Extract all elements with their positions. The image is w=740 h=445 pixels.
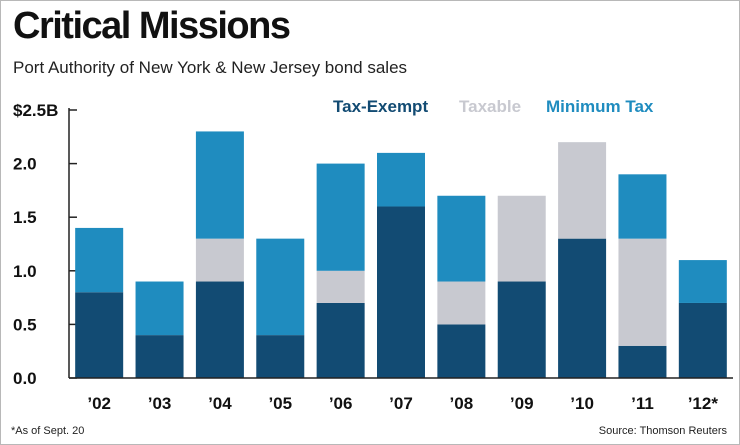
bar-segment-tax-exempt: [377, 206, 425, 378]
y-axis: 0.0 0.5 1.0 1.5 2.0 $2.5B: [13, 101, 77, 388]
bar-segment-minimum-tax: [678, 260, 727, 303]
legend-entry-tax-exempt: Tax-Exempt: [333, 97, 428, 116]
legend-entry-taxable: Taxable: [459, 97, 521, 116]
bar-segment-minimum-tax: [316, 163, 365, 271]
bar-segment-minimum-tax: [377, 152, 425, 207]
bar-segment-tax-exempt: [618, 345, 667, 378]
y-tick-label: 1.0: [13, 262, 37, 281]
bar-segment-tax-exempt: [316, 302, 365, 378]
x-tick-label: ’02: [87, 394, 111, 413]
x-tick-label: ’08: [450, 394, 474, 413]
x-tick-label: ’10: [570, 394, 594, 413]
x-tick-label: ’09: [510, 394, 534, 413]
bar-segment-tax-exempt: [195, 281, 244, 378]
y-tick-label: 1.5: [13, 208, 37, 227]
chart-subtitle: Port Authority of New York & New Jersey …: [13, 58, 408, 77]
x-tick-label: ’07: [389, 394, 413, 413]
source-credit: Source: Thomson Reuters: [598, 425, 727, 437]
x-tick-label: ’05: [268, 394, 292, 413]
legend-entry-minimum-tax: Minimum Tax: [546, 97, 654, 116]
bar-segment-tax-exempt: [558, 238, 607, 378]
x-tick-label: ’12*: [688, 394, 719, 413]
footnote: *As of Sept. 20: [11, 425, 85, 437]
bar-segment-tax-exempt: [256, 335, 305, 378]
bar-segment-tax-exempt: [678, 302, 727, 378]
bar-segment-tax-exempt: [75, 292, 124, 378]
bar-segment-minimum-tax: [618, 174, 667, 239]
x-tick-label: ’11: [631, 394, 654, 413]
x-tick-label: ’06: [329, 394, 353, 413]
y-tick-label: 0.0: [13, 369, 37, 388]
bar-segment-minimum-tax: [75, 227, 124, 293]
x-tick-label: ’03: [148, 394, 172, 413]
x-axis: ’02 ’03 ’04 ’05 ’06 ’07 ’08 ’09 ’10 ’11 ’12*: [69, 377, 733, 413]
bar-segment-minimum-tax: [195, 131, 244, 239]
x-tick-label: ’04: [208, 394, 232, 413]
bars: [75, 131, 727, 378]
bar-segment-tax-exempt: [497, 281, 546, 378]
y-tick-label: 0.5: [13, 315, 37, 334]
bar-segment-minimum-tax: [135, 281, 184, 336]
chart-title: Critical Missions: [13, 5, 291, 47]
bar-segment-taxable: [316, 270, 365, 303]
bar-segment-taxable: [437, 281, 486, 325]
y-tick-label: 2.0: [13, 155, 37, 174]
bar-segment-taxable: [618, 238, 667, 346]
legend: Tax-Exempt Taxable Minimum Tax: [333, 97, 654, 116]
bar-segment-tax-exempt: [135, 335, 184, 378]
bar-segment-minimum-tax: [437, 195, 486, 282]
y-tick-label: $2.5B: [13, 101, 58, 120]
bar-segment-taxable: [195, 238, 244, 282]
bar-segment-tax-exempt: [437, 324, 486, 378]
bar-segment-taxable: [558, 142, 607, 239]
bar-chart: Tax-Exempt Taxable Minimum Tax 0.0 0.5 1.0 1.…: [13, 97, 733, 413]
bar-segment-minimum-tax: [256, 238, 305, 336]
bar-segment-taxable: [497, 195, 546, 282]
